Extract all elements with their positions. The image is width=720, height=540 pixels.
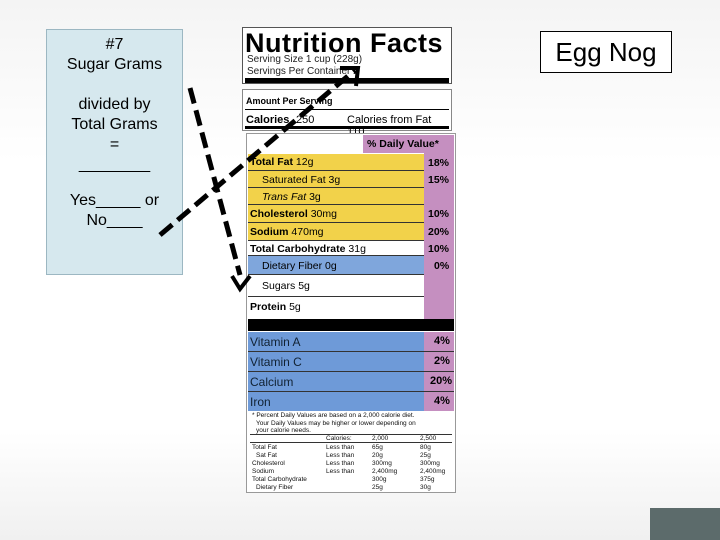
nutrition-label-header: Nutrition Facts Serving Size 1 cup (228g… bbox=[242, 27, 452, 84]
corner-decoration bbox=[650, 508, 720, 540]
nutrient-row-total-fat: Total Fat 12g bbox=[248, 154, 424, 171]
nutrient-row-sugars: Sugars 5g bbox=[248, 275, 424, 297]
dv-table-cell: Sat Fat bbox=[256, 452, 277, 459]
dv-table-cell: Dietary Fiber bbox=[256, 484, 294, 491]
nutrient-row-trans-fat: Trans Fat 3g bbox=[248, 188, 424, 205]
pct-iron: 4% bbox=[434, 395, 450, 407]
dv-table-cell: 25g bbox=[372, 484, 383, 491]
nutrient-row-protein: Protein 5g bbox=[248, 297, 424, 319]
question-line-sugar: Sugar Grams bbox=[66, 56, 163, 73]
nutrient-row-fiber: Dietary Fiber 0g bbox=[248, 256, 424, 275]
daily-value-header: % Daily Value* bbox=[367, 138, 439, 150]
dv-table-cell: 20g bbox=[372, 452, 383, 459]
question-line-total: Total Grams bbox=[71, 116, 158, 133]
dv-table-head-2000: 2,000 bbox=[372, 435, 389, 442]
dv-table-cell: 300g bbox=[372, 476, 387, 483]
dv-table-cell: Less than bbox=[326, 452, 355, 459]
nutrient-row-cholesterol: Cholesterol 30mg bbox=[248, 205, 424, 223]
vitamin-a: Vitamin A bbox=[250, 335, 301, 349]
serving-size: Serving Size 1 cup (228g) bbox=[247, 54, 363, 65]
nutrient-row-sodium: Sodium 470mg bbox=[248, 223, 424, 241]
dv-table-cell: Less than bbox=[326, 468, 355, 475]
question-line-equals: = bbox=[109, 136, 120, 153]
pct-fiber: 0% bbox=[434, 260, 450, 272]
pct-total-fat: 18% bbox=[428, 157, 450, 169]
dv-table-head-2500: 2,500 bbox=[420, 435, 437, 442]
dv-table-cell: 300mg bbox=[372, 460, 392, 467]
servings-per-container: Servings Per Container 2 bbox=[247, 66, 359, 77]
dv-table-cell: 2,400mg bbox=[420, 468, 446, 475]
calories-label: Calories bbox=[246, 114, 290, 126]
pct-vitamin-a: 4% bbox=[434, 335, 450, 347]
question-line-yes: Yes_____ or bbox=[69, 192, 160, 209]
amount-per-serving: Amount Per Serving bbox=[246, 96, 333, 106]
pct-vitamin-c: 2% bbox=[434, 355, 450, 367]
calories-value: 250 bbox=[296, 114, 315, 126]
dv-table-cell: 65g bbox=[372, 444, 383, 451]
question-line-no: No____ bbox=[86, 212, 143, 229]
dv-table-cell: 375g bbox=[420, 476, 435, 483]
calories-section: Amount Per Serving Calories 250 Calories… bbox=[242, 89, 452, 138]
dv-table-cell: Total Carbohydrate bbox=[252, 476, 307, 483]
question-line-blank: ________ bbox=[78, 156, 151, 173]
nutrition-title: Nutrition Facts bbox=[245, 28, 444, 58]
dv-table-cell: Sodium bbox=[252, 468, 275, 475]
dv-table-cell: 25g bbox=[420, 452, 431, 459]
calcium: Calcium bbox=[250, 375, 294, 389]
product-title: Egg Nog bbox=[540, 31, 672, 73]
dv-table-cell: 30g bbox=[420, 484, 431, 491]
dv-table-cell: Total Fat bbox=[252, 444, 277, 451]
dv-table-cell: 2,400mg bbox=[372, 468, 398, 475]
pct-calcium: 20% bbox=[430, 375, 453, 387]
dv-table-cell: Less than bbox=[326, 460, 355, 467]
nutrient-row-saturated-fat: Saturated Fat 3g bbox=[248, 171, 424, 188]
question-line-divided: divided by bbox=[78, 96, 151, 113]
nutrient-row-total-carb: Total Carbohydrate 31g bbox=[248, 241, 424, 256]
vitamin-c: Vitamin C bbox=[250, 355, 302, 369]
arrow-to-sugars bbox=[187, 87, 243, 276]
iron: Iron bbox=[250, 395, 271, 409]
dv-table-cell: Less than bbox=[326, 444, 355, 451]
pct-cholesterol: 10% bbox=[428, 208, 450, 220]
dv-table-head-calories: Calories: bbox=[326, 435, 352, 442]
dv-table-cell: 300mg bbox=[420, 460, 440, 467]
dv-table-cell: 80g bbox=[420, 444, 431, 451]
pct-saturated-fat: 15% bbox=[428, 174, 450, 186]
dv-table-cell: Cholesterol bbox=[252, 460, 285, 467]
question-number: #7 bbox=[105, 36, 124, 53]
pct-total-carb: 10% bbox=[428, 243, 450, 255]
question-box: #7 Sugar Grams divided by Total Grams = … bbox=[46, 29, 183, 275]
pct-sodium: 20% bbox=[428, 226, 450, 238]
footnote: * Percent Daily Values are based on a 2,… bbox=[252, 412, 416, 434]
